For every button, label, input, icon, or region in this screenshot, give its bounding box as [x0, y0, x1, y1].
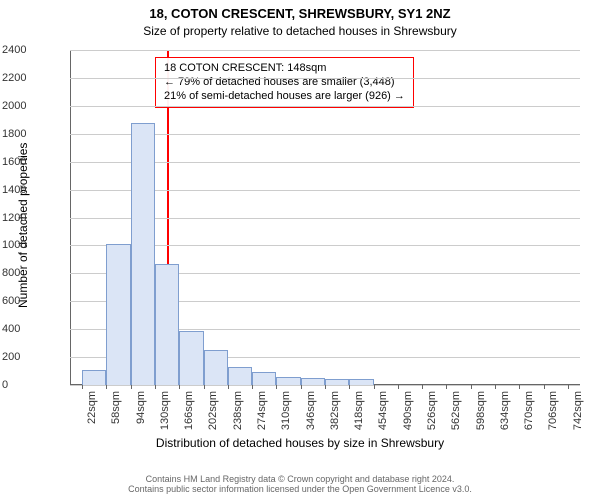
- x-tick-mark: [568, 385, 569, 389]
- chart-title-line1: 18, COTON CRESCENT, SHREWSBURY, SY1 2NZ: [0, 6, 600, 21]
- y-tick-label: 1200: [2, 212, 66, 224]
- x-tick-label: 58sqm: [110, 391, 122, 424]
- x-tick-mark: [228, 385, 229, 389]
- x-tick-mark: [422, 385, 423, 389]
- y-tick-label: 800: [2, 267, 66, 279]
- histogram-bar: [155, 264, 179, 385]
- histogram-bar: [179, 331, 203, 385]
- x-tick-mark: [106, 385, 107, 389]
- x-tick-label: 130sqm: [159, 391, 171, 430]
- y-tick-label: 1600: [2, 156, 66, 168]
- x-tick-label: 598sqm: [475, 391, 487, 430]
- x-tick-mark: [179, 385, 180, 389]
- plot-area: 18 COTON CRESCENT: 148sqm ← 79% of detac…: [70, 50, 580, 385]
- y-tick-label: 200: [2, 351, 66, 363]
- histogram-bar: [131, 123, 155, 385]
- x-tick-labels: 22sqm 58sqm 94sqm 130sqm 166sqm 202sqm 238sqm 2…: [70, 385, 580, 435]
- x-tick-mark: [471, 385, 472, 389]
- x-tick-label: 274sqm: [256, 391, 268, 430]
- x-axis-label: Distribution of detached houses by size …: [0, 436, 600, 450]
- annotation-line-3: 21% of semi-detached houses are larger (…: [164, 90, 405, 104]
- histogram-bar: [106, 244, 130, 385]
- x-tick-label: 310sqm: [280, 391, 292, 430]
- histogram-bar: [228, 367, 252, 385]
- x-tick-label: 454sqm: [378, 391, 390, 430]
- x-tick-mark: [446, 385, 447, 389]
- x-tick-mark: [519, 385, 520, 389]
- y-tick-label: 2000: [2, 100, 66, 112]
- x-tick-mark: [325, 385, 326, 389]
- y-tick-label: 2200: [2, 72, 66, 84]
- y-tick-labels: 0200400600800100012001400160018002000220…: [0, 50, 70, 385]
- x-tick-mark: [204, 385, 205, 389]
- annotation-box: 18 COTON CRESCENT: 148sqm ← 79% of detac…: [155, 57, 414, 108]
- x-tick-mark: [349, 385, 350, 389]
- histogram-bar: [204, 350, 228, 385]
- chart-title-line2: Size of property relative to detached ho…: [0, 24, 600, 38]
- x-tick-label: 634sqm: [499, 391, 511, 430]
- footer-line-1: Contains HM Land Registry data © Crown c…: [0, 474, 600, 484]
- grid-line: [70, 106, 580, 107]
- x-tick-mark: [276, 385, 277, 389]
- y-tick-label: 1000: [2, 239, 66, 251]
- x-tick-label: 22sqm: [86, 391, 98, 424]
- histogram-bar: [301, 378, 325, 385]
- histogram-bar: [276, 377, 300, 385]
- x-tick-label: 562sqm: [450, 391, 462, 430]
- annotation-line-1: 18 COTON CRESCENT: 148sqm: [164, 62, 405, 76]
- x-tick-label: 382sqm: [329, 391, 341, 430]
- x-tick-mark: [301, 385, 302, 389]
- x-tick-label: 526sqm: [426, 391, 438, 430]
- y-tick-label: 1800: [2, 128, 66, 140]
- x-tick-mark: [495, 385, 496, 389]
- x-tick-mark: [131, 385, 132, 389]
- x-tick-mark: [82, 385, 83, 389]
- x-tick-label: 490sqm: [402, 391, 414, 430]
- chart-container: 18, COTON CRESCENT, SHREWSBURY, SY1 2NZ …: [0, 0, 600, 500]
- x-tick-label: 418sqm: [353, 391, 365, 430]
- y-tick-label: 0: [2, 379, 66, 391]
- grid-line: [70, 50, 580, 51]
- x-tick-label: 346sqm: [305, 391, 317, 430]
- x-tick-mark: [252, 385, 253, 389]
- x-tick-mark: [544, 385, 545, 389]
- y-tick-label: 2400: [2, 44, 66, 56]
- x-tick-label: 238sqm: [232, 391, 244, 430]
- x-tick-label: 202sqm: [208, 391, 220, 430]
- x-tick-label: 166sqm: [183, 391, 195, 430]
- grid-line: [70, 78, 580, 79]
- histogram-bar: [82, 370, 106, 385]
- y-tick-label: 600: [2, 295, 66, 307]
- x-tick-label: 94sqm: [135, 391, 147, 424]
- x-tick-mark: [398, 385, 399, 389]
- footer: Contains HM Land Registry data © Crown c…: [0, 474, 600, 494]
- y-tick-label: 1400: [2, 184, 66, 196]
- y-tick-label: 400: [2, 323, 66, 335]
- footer-line-2: Contains public sector information licen…: [0, 484, 600, 494]
- x-tick-mark: [155, 385, 156, 389]
- x-tick-label: 670sqm: [523, 391, 535, 430]
- x-tick-mark: [374, 385, 375, 389]
- x-tick-label: 706sqm: [548, 391, 560, 430]
- histogram-bar: [252, 372, 276, 385]
- x-tick-label: 742sqm: [572, 391, 584, 430]
